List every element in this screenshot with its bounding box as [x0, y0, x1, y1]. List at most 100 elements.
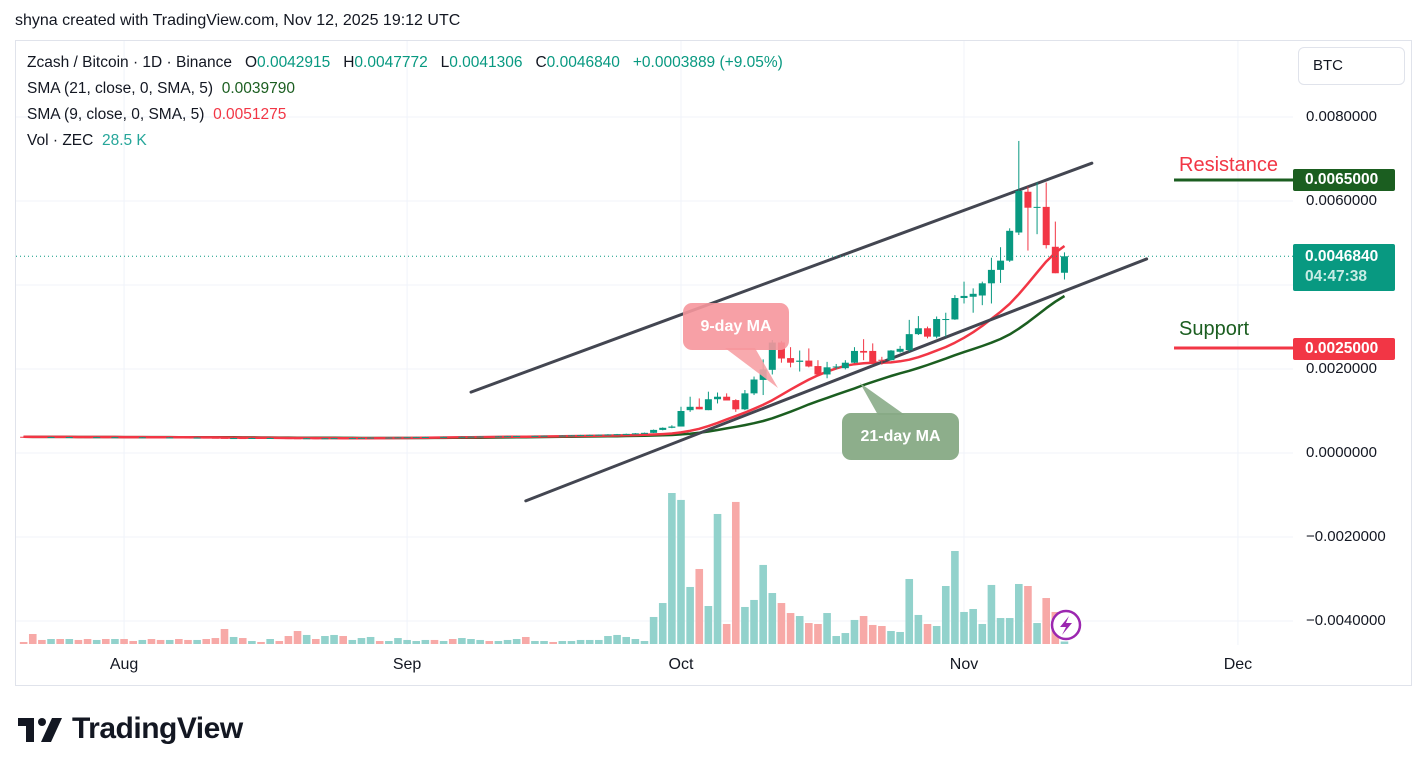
- volume-bar: [987, 584, 996, 644]
- candle-body: [1033, 206, 1041, 208]
- volume-bar: [814, 623, 822, 644]
- volume-bar: [969, 608, 977, 644]
- resistance-price-tag: 0.0065000: [1293, 169, 1395, 191]
- volume-bar: [321, 636, 329, 644]
- volume-bar: [339, 636, 347, 644]
- volume-bar: [978, 623, 987, 644]
- volume-bar: [622, 636, 631, 644]
- volume-bar: [914, 614, 923, 644]
- candle-body: [951, 298, 959, 320]
- candle-body: [586, 434, 594, 436]
- candle-body: [440, 436, 448, 438]
- volume-bar: [366, 636, 375, 644]
- legend-sma9[interactable]: SMA (9, close, 0, SMA, 5) 0.0051275: [27, 106, 286, 124]
- candle-body: [348, 438, 356, 440]
- candle-body: [878, 359, 886, 361]
- volume-bar: [394, 638, 402, 644]
- candle-body: [184, 437, 192, 439]
- candle-body: [421, 436, 429, 438]
- volume-bar: [704, 606, 713, 644]
- candle-body: [266, 437, 274, 439]
- sma9-value: 0.0051275: [213, 106, 287, 123]
- volume-bar: [823, 613, 831, 644]
- volume-bar: [275, 641, 284, 644]
- volume-bar: [613, 634, 621, 644]
- volume-bar: [129, 641, 137, 644]
- x-tick-label: Dec: [1223, 656, 1253, 673]
- volume-bar: [302, 634, 311, 644]
- lightning-icon[interactable]: [1050, 609, 1082, 641]
- channel-trendline: [524, 257, 1149, 503]
- candle-body: [960, 295, 968, 299]
- callout-21-day-ma: 21-day MA: [842, 413, 959, 460]
- candle-body: [869, 350, 877, 362]
- candle-body: [166, 437, 174, 439]
- candle-body: [412, 437, 420, 439]
- volume-bar: [156, 639, 165, 644]
- volume-bar: [421, 639, 430, 644]
- candle-body: [978, 283, 986, 296]
- candle-body: [1051, 246, 1059, 274]
- volume-bar: [211, 638, 220, 644]
- volume-bar: [330, 634, 338, 644]
- candle-body: [357, 437, 365, 439]
- sma21-value: 0.0039790: [221, 80, 295, 97]
- legend-sma21[interactable]: SMA (21, close, 0, SMA, 5) 0.0039790: [27, 80, 295, 98]
- volume-bar: [1060, 641, 1069, 644]
- candle-body: [805, 360, 813, 367]
- bar-countdown: 04:47:38: [1305, 268, 1368, 285]
- volume-bar: [19, 641, 28, 644]
- volume-bar: [658, 603, 667, 644]
- candle-body: [860, 350, 868, 353]
- candle-body: [193, 437, 201, 439]
- candle-body: [394, 437, 402, 439]
- candle-body: [430, 436, 438, 438]
- candle-body: [768, 342, 776, 370]
- candle-body: [613, 434, 621, 436]
- currency-button[interactable]: BTC: [1298, 47, 1405, 85]
- sma21-label: SMA (21, close, 0, SMA, 5): [27, 80, 214, 97]
- volume-bar: [102, 638, 110, 644]
- volume-bar: [731, 501, 740, 644]
- volume-bar: [357, 638, 366, 644]
- volume-bar: [385, 641, 393, 644]
- candle-body: [577, 435, 585, 437]
- candle-body: [640, 432, 648, 434]
- candle-body: [732, 400, 740, 410]
- volume-bar: [92, 639, 101, 644]
- volume-bar: [147, 638, 156, 644]
- candle-body: [303, 438, 311, 440]
- candle-body: [850, 350, 858, 363]
- candle-body: [38, 436, 46, 438]
- volume-bar: [512, 638, 521, 644]
- volume-bar: [467, 638, 475, 644]
- volume-bar: [649, 616, 658, 644]
- candle-body: [330, 438, 338, 440]
- candle-body: [714, 396, 722, 400]
- y-tick-label: 0.0020000: [1306, 360, 1377, 377]
- volume-bar: [750, 599, 758, 644]
- candle-body: [668, 426, 676, 428]
- symbol-title[interactable]: Zcash / Bitcoin · 1D · Binance: [27, 54, 233, 71]
- volume-bar: [74, 639, 83, 644]
- volume-bar: [722, 623, 731, 644]
- support-label: Support: [1179, 318, 1250, 340]
- volume-bar: [695, 568, 704, 644]
- trendlines: [469, 161, 1149, 503]
- candle-body: [467, 436, 475, 438]
- volume-bar: [951, 550, 959, 644]
- candle-body: [458, 436, 466, 438]
- candle-body: [522, 436, 530, 438]
- resistance-label: Resistance: [1179, 154, 1278, 176]
- volume-bar: [713, 513, 722, 644]
- legend-volume[interactable]: Vol · ZEC 28.5 K: [27, 132, 147, 150]
- volume-bar: [558, 641, 567, 644]
- candle-body: [896, 348, 904, 352]
- x-tick-label: Nov: [949, 656, 979, 673]
- candle-body: [294, 438, 302, 440]
- candle-body: [211, 437, 219, 439]
- candle-body: [367, 437, 375, 439]
- candle-body: [1015, 190, 1023, 233]
- volume-bar: [439, 641, 448, 644]
